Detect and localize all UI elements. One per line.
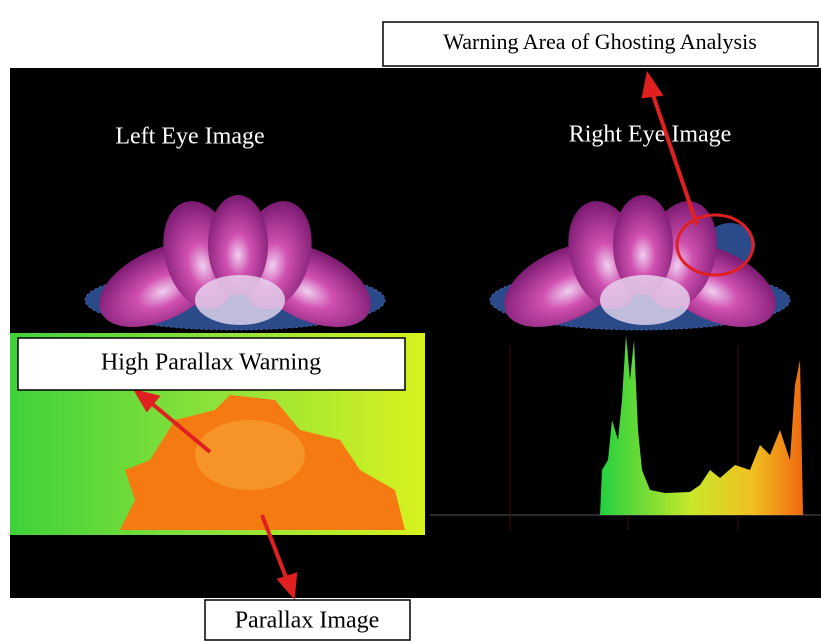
parallax-warning-callout: High Parallax Warning: [101, 350, 321, 376]
parallax-image-callout: Parallax Image: [235, 608, 380, 634]
flower-center: [195, 275, 285, 325]
flower-center: [600, 275, 690, 325]
figure: Left Eye Image Right Eye Image Warning A…: [0, 0, 821, 641]
left-eye-label: Left Eye Image: [115, 124, 264, 150]
ghosting-callout: Warning Area of Ghosting Analysis: [443, 29, 757, 54]
page: {"callouts": {"ghosting": "Warning Area …: [0, 0, 821, 641]
right-eye-label: Right Eye Image: [569, 122, 732, 148]
parallax-blob: [195, 420, 305, 490]
